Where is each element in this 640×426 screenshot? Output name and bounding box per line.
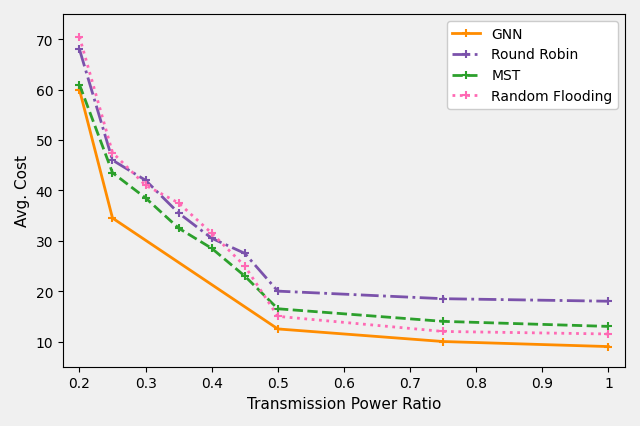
Round Robin [109, 158, 116, 163]
GNN [109, 216, 116, 221]
GNN [605, 344, 612, 349]
Random Flooding [109, 151, 116, 156]
Random Flooding [241, 264, 248, 269]
MST [439, 319, 447, 324]
Round Robin [76, 48, 83, 53]
Random Flooding [141, 183, 149, 188]
Round Robin [274, 289, 282, 294]
MST [605, 324, 612, 329]
Random Flooding [439, 329, 447, 334]
Line: Round Robin: Round Robin [76, 46, 612, 306]
GNN [274, 327, 282, 332]
Random Flooding [208, 231, 216, 236]
MST [109, 171, 116, 176]
MST [141, 196, 149, 201]
Random Flooding [605, 331, 612, 337]
Line: MST: MST [76, 81, 612, 331]
Line: GNN: GNN [76, 86, 612, 351]
MST [76, 83, 83, 88]
Random Flooding [274, 314, 282, 319]
Round Robin [241, 251, 248, 256]
X-axis label: Transmission Power Ratio: Transmission Power Ratio [247, 396, 441, 411]
Y-axis label: Avg. Cost: Avg. Cost [15, 155, 30, 227]
MST [241, 274, 248, 279]
Round Robin [208, 236, 216, 241]
Random Flooding [76, 35, 83, 40]
MST [208, 246, 216, 251]
MST [175, 226, 182, 231]
Line: Random Flooding: Random Flooding [76, 33, 612, 338]
Round Robin [605, 299, 612, 304]
MST [274, 306, 282, 311]
Round Robin [439, 296, 447, 302]
GNN [76, 88, 83, 93]
Round Robin [141, 178, 149, 184]
Legend: GNN, Round Robin, MST, Random Flooding: GNN, Round Robin, MST, Random Flooding [447, 22, 618, 109]
Random Flooding [175, 201, 182, 206]
GNN [439, 339, 447, 344]
Round Robin [175, 211, 182, 216]
